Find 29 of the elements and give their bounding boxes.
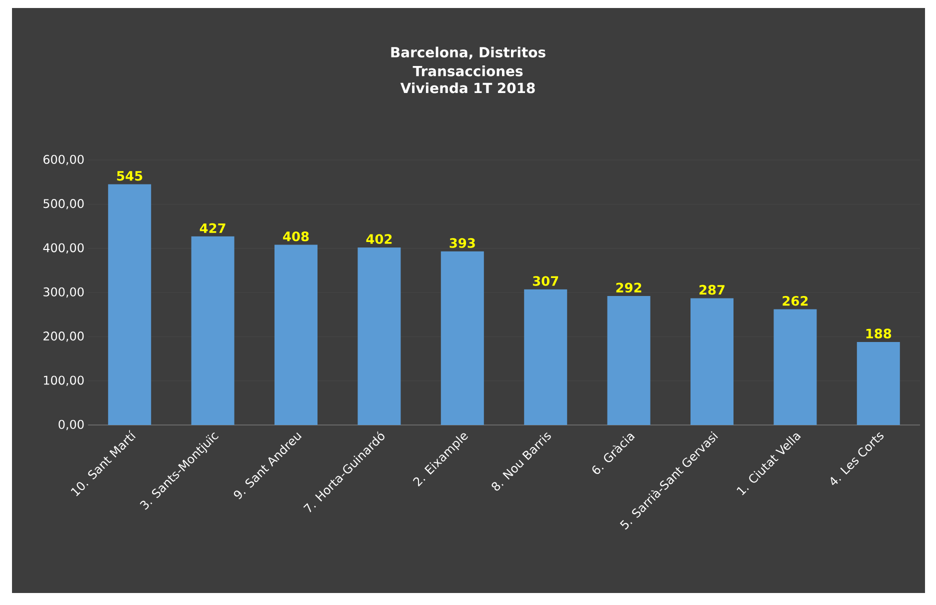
bar (856, 342, 900, 425)
data-label: 262 (782, 296, 808, 306)
bar (274, 244, 318, 425)
data-label: 188 (866, 328, 892, 338)
data-label: 287 (700, 284, 724, 295)
bar (191, 236, 234, 425)
y-tick-label: 100,00 (44, 376, 84, 386)
bar (690, 298, 734, 425)
bar (108, 184, 152, 425)
data-label: 408 (283, 231, 309, 242)
bar (774, 309, 817, 425)
y-tick-label: 600,00 (43, 154, 84, 166)
data-label: 393 (450, 238, 475, 248)
y-tick-label: 400,00 (43, 243, 84, 254)
data-label: 427 (200, 223, 226, 233)
bar (524, 289, 568, 425)
bar (358, 247, 401, 425)
y-tick-label: 0,00 (58, 420, 84, 430)
y-tick-label: 300,00 (44, 287, 84, 298)
data-label: 292 (616, 282, 642, 293)
data-label: 545 (117, 171, 142, 181)
bar (607, 296, 650, 425)
data-label: 402 (366, 234, 392, 244)
y-tick-label: 500,00 (44, 199, 84, 210)
data-label: 307 (532, 276, 558, 286)
bar (440, 251, 484, 425)
chart-subtitle: Transacciones Vivienda 1T 2018 (400, 66, 535, 94)
y-tick-label: 200,00 (44, 332, 84, 342)
chart-title: Barcelona, Distritos (391, 46, 546, 60)
